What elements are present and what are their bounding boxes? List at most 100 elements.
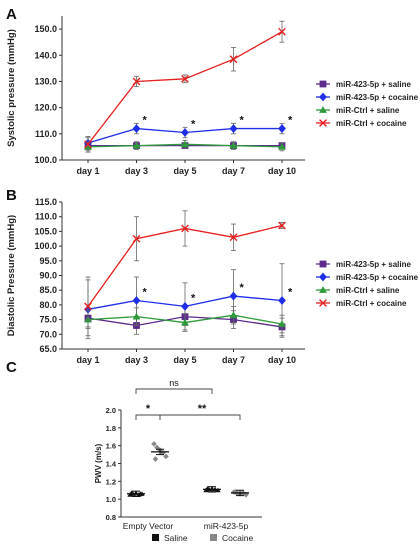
x-tick-label: miR-423-5p — [204, 521, 249, 531]
y-axis-label: PWV (m/s) — [94, 443, 103, 483]
data-point — [229, 233, 238, 242]
legend-label: Saline — [164, 533, 188, 543]
comparison-label: * — [146, 403, 151, 415]
y-tick-label: 1.0 — [106, 495, 116, 504]
data-point — [181, 128, 189, 137]
systolic-chart: 100.0 110.0 120.0 130.0 140.0 150.0 day 1 day 3… — [6, 16, 419, 176]
data-point — [84, 140, 92, 149]
y-tick-label: 95.0 — [39, 256, 57, 266]
data-point — [229, 311, 238, 319]
data-point — [181, 224, 189, 233]
data-point — [132, 141, 141, 149]
legend-label: miR-Ctrl + cocaine — [336, 299, 407, 308]
legend-marker — [319, 260, 327, 268]
legend-swatch — [152, 534, 159, 541]
y-tick-label: 75.0 — [39, 315, 57, 325]
data-point — [163, 453, 169, 460]
data-point — [181, 318, 189, 326]
x-tick-label: day 10 — [268, 355, 296, 365]
x-tick-label: day 1 — [76, 355, 99, 365]
data-point — [278, 221, 286, 230]
significance-star: * — [240, 115, 245, 127]
y-axis-label: Diastolic Pressure (mmHg) — [6, 215, 17, 336]
comparison-bracket — [159, 414, 241, 420]
y-tick-label: 1.8 — [106, 424, 116, 433]
data-point — [132, 77, 141, 86]
significance-star: * — [191, 292, 196, 304]
y-tick-label: 1.6 — [106, 442, 116, 451]
significance-star: * — [240, 282, 245, 294]
legend-label: miR-423-5p + cocaine — [336, 93, 419, 102]
x-tick-label: day 5 — [173, 355, 196, 365]
legend-marker — [319, 286, 327, 293]
comparison-label: ** — [198, 403, 207, 415]
y-tick-label: 65.0 — [39, 344, 57, 354]
data-point — [152, 456, 159, 462]
legend-marker — [319, 119, 327, 127]
data-point — [229, 141, 238, 149]
y-tick-label: 0.8 — [106, 513, 116, 522]
data-point — [84, 302, 92, 311]
legend-label: miR-Ctrl + cocaine — [336, 119, 407, 128]
legend-label: miR-Ctrl + saline — [336, 106, 400, 115]
x-tick-label: day 10 — [268, 166, 296, 176]
legend-marker — [319, 106, 327, 113]
diastolic-chart: 65.0 70.0 75.0 80.0 85.0 90.0 95.0 100.0 105.0 11… — [6, 197, 419, 365]
panel-label-b: B — [6, 187, 17, 204]
data-point — [278, 320, 286, 327]
y-tick-label: 120.0 — [34, 103, 57, 113]
y-tick-label: 85.0 — [39, 285, 57, 295]
significance-star: * — [143, 286, 148, 298]
y-tick-label: 150.0 — [34, 24, 57, 34]
significance-star: * — [191, 119, 196, 131]
y-tick-label: 1.4 — [106, 460, 117, 469]
data-point — [151, 441, 157, 447]
data-point — [243, 491, 249, 498]
y-tick-label: 115.0 — [35, 197, 57, 207]
x-tick-label: day 7 — [222, 355, 245, 365]
y-tick-label: 140.0 — [34, 50, 57, 60]
data-point — [229, 124, 238, 133]
legend-marker — [319, 92, 327, 102]
comparison-bracket — [135, 388, 213, 394]
legend-label: miR-Ctrl + saline — [336, 286, 400, 295]
y-tick-label: 90.0 — [39, 271, 57, 281]
x-tick-label: day 5 — [173, 166, 196, 176]
legend-label: Cocaine — [222, 533, 253, 543]
data-point — [278, 124, 286, 133]
data-point — [132, 296, 141, 305]
legend-label: miR-423-5p + saline — [336, 80, 411, 89]
comparison-label: ns — [169, 378, 179, 388]
data-point — [181, 74, 189, 83]
data-point — [132, 312, 141, 320]
panel-label-a: A — [6, 6, 17, 23]
y-tick-label: 110.0 — [35, 129, 57, 139]
y-tick-label: 130.0 — [34, 76, 57, 86]
data-point — [278, 143, 286, 150]
pwv-chart: 0.8 1.0 1.2 1.4 1.6 1.8 2.0 PWV (m/s) Empty Vect… — [94, 378, 262, 543]
legend-swatch — [210, 534, 217, 541]
significance-star: * — [288, 286, 293, 298]
x-tick-label: Empty Vector — [123, 521, 174, 531]
x-tick-label: day 7 — [222, 166, 245, 176]
y-tick-label: 100.0 — [34, 241, 57, 251]
x-tick-label: day 3 — [125, 355, 148, 365]
legend-label: miR-423-5p + saline — [336, 260, 411, 269]
data-point — [132, 124, 141, 133]
data-point — [181, 140, 189, 148]
data-point — [132, 234, 141, 243]
data-point — [278, 296, 286, 305]
y-tick-label: 2.0 — [106, 406, 116, 415]
data-point — [229, 291, 238, 301]
x-tick-label: day 3 — [125, 166, 148, 176]
y-tick-label: 80.0 — [39, 300, 57, 310]
data-point — [229, 55, 238, 64]
legend-marker — [319, 80, 327, 88]
data-point — [278, 27, 286, 36]
legend-marker — [319, 299, 327, 307]
panel-label-c: C — [6, 359, 17, 376]
y-tick-label: 110.0 — [35, 212, 57, 222]
y-tick-label: 1.2 — [106, 477, 116, 486]
comparison-bracket — [135, 414, 161, 420]
